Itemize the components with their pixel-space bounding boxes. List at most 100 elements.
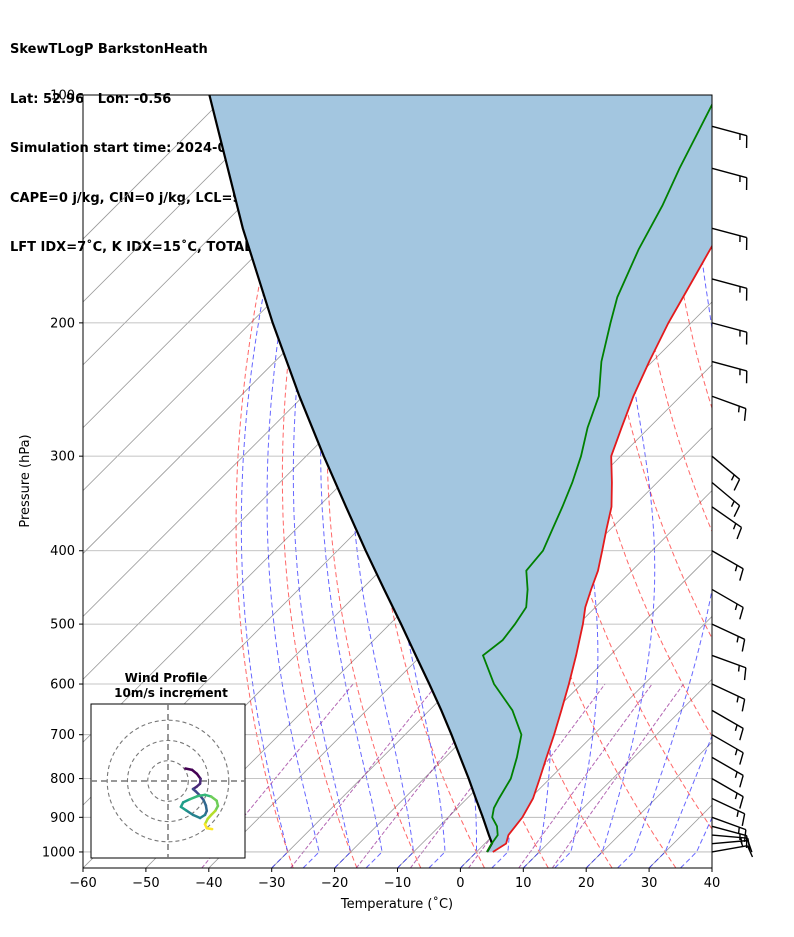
parcel-path-line: [208, 95, 494, 853]
wind-barb-staff: [711, 167, 747, 179]
x-tick-label: 40: [704, 876, 721, 891]
x-tick-label: −30: [258, 876, 285, 891]
wind-barb: [711, 709, 744, 741]
moist-adiabat: [711, 867, 712, 868]
wind-barb-half: [737, 406, 740, 413]
cape-fill: [209, 95, 712, 852]
wind-barb: [711, 834, 751, 851]
wind-barb-half: [740, 837, 743, 844]
wind-barb-staff: [711, 839, 748, 845]
moist-adiabat: [266, 95, 333, 868]
wind-barb-half: [730, 474, 735, 481]
wind-barb-staff: [711, 125, 747, 137]
wind-barb: [711, 322, 748, 345]
dry-adiabat: [369, 95, 485, 868]
mixing-ratio-line: [290, 683, 438, 868]
wind-barb: [711, 654, 747, 681]
profile-lines: [208, 95, 712, 853]
wind-barb: [711, 395, 747, 421]
isotherm-line: [83, 95, 291, 303]
wind-barb-full: [739, 568, 744, 581]
y-tick-label: 700: [50, 728, 75, 743]
dry-adiabat: [763, 95, 794, 868]
wind-barb-full: [739, 728, 744, 741]
wind-barb-full: [739, 775, 744, 788]
wind-barb-staff: [711, 834, 748, 839]
wind-barb: [711, 550, 744, 581]
wind-barb-staff: [711, 816, 747, 831]
wind-barb: [711, 506, 743, 540]
moist-adiabat: [497, 95, 552, 868]
wind-barb-half: [734, 792, 738, 800]
wind-barb-staff: [711, 506, 742, 529]
isotherm-line: [775, 95, 794, 868]
moist-adiabat: [585, 95, 656, 868]
wind-barb: [711, 683, 746, 712]
y-tick-label: 1000: [42, 845, 75, 860]
isotherm-line: [460, 615, 712, 868]
x-tick-label: −60: [69, 876, 96, 891]
wind-barb: [711, 167, 748, 191]
wind-barb-full: [746, 845, 754, 858]
wind-barb-half: [737, 827, 740, 834]
wind-barb-staff: [711, 227, 747, 239]
wind-barb-staff: [711, 278, 747, 289]
moist-adiabat: [292, 95, 352, 868]
wind-barb: [711, 756, 744, 788]
x-tick-label: 20: [578, 876, 595, 891]
wind-barb: [711, 845, 754, 858]
wind-barb: [711, 481, 741, 518]
x-tick-label: −20: [321, 876, 348, 891]
wind-barb-staff: [711, 845, 748, 853]
y-tick-label: 300: [50, 450, 75, 465]
x-axis-ticks: −60 −50 −40 −30 −20 −10 0 10 20 30 40: [69, 868, 720, 891]
wind-barb-full: [736, 527, 743, 540]
hodograph-ring: [147, 760, 189, 802]
y-axis-label: Pressure (hPa): [18, 434, 33, 527]
wind-barb-staff: [711, 756, 744, 776]
y-tick-label: 500: [50, 618, 75, 633]
wind-barb-staff: [711, 683, 745, 700]
wind-barb-staff: [711, 654, 747, 669]
y-tick-label: 900: [50, 811, 75, 826]
y-tick-label: 100: [50, 89, 75, 104]
wind-barb-full: [747, 838, 751, 851]
wind-barb-full: [741, 813, 746, 827]
y-tick-label: 200: [50, 316, 75, 331]
hodograph-segment: [205, 827, 214, 831]
mixing-ratio-line: [518, 683, 653, 868]
y-axis-ticks: 1000 900 800 700 600 500 400 300 200 100: [42, 89, 83, 860]
wind-barb: [711, 623, 746, 652]
wind-barb: [711, 816, 747, 843]
wind-barb-staff: [711, 623, 745, 640]
wind-barb-full: [739, 752, 744, 765]
wind-barb-half: [734, 771, 738, 779]
hodograph-title: Wind Profile: [125, 671, 208, 685]
wind-barb-staff: [711, 395, 747, 410]
dewpoint-line: [481, 102, 712, 853]
dry-adiabat: [281, 95, 358, 868]
y-tick-label: 600: [50, 678, 75, 693]
wind-barb-half: [730, 500, 735, 507]
wind-barb-staff: [711, 550, 744, 570]
wind-barb-full: [743, 408, 747, 421]
isotherm-line: [711, 867, 712, 868]
hodograph-ring: [106, 719, 230, 843]
wind-barb: [711, 777, 744, 809]
hodograph-segment: [188, 794, 199, 801]
wind-barb-full: [733, 505, 741, 518]
wind-barb: [711, 588, 744, 620]
wind-barb: [711, 797, 746, 827]
wind-barb: [711, 825, 748, 849]
wind-barb-staff: [711, 797, 745, 815]
wind-barb-staff: [711, 455, 741, 480]
mixing-ratio-line: [551, 683, 684, 868]
hodograph-subtitle: 10m/s increment: [114, 686, 228, 700]
wind-barb-staff: [711, 777, 744, 798]
wind-barb-staff: [711, 709, 744, 729]
wind-barb-half: [736, 636, 739, 643]
isotherm-line: [271, 427, 712, 868]
wind-barb-staff: [711, 825, 747, 837]
hodograph-segment: [185, 809, 195, 817]
wind-barb-full: [739, 796, 744, 809]
